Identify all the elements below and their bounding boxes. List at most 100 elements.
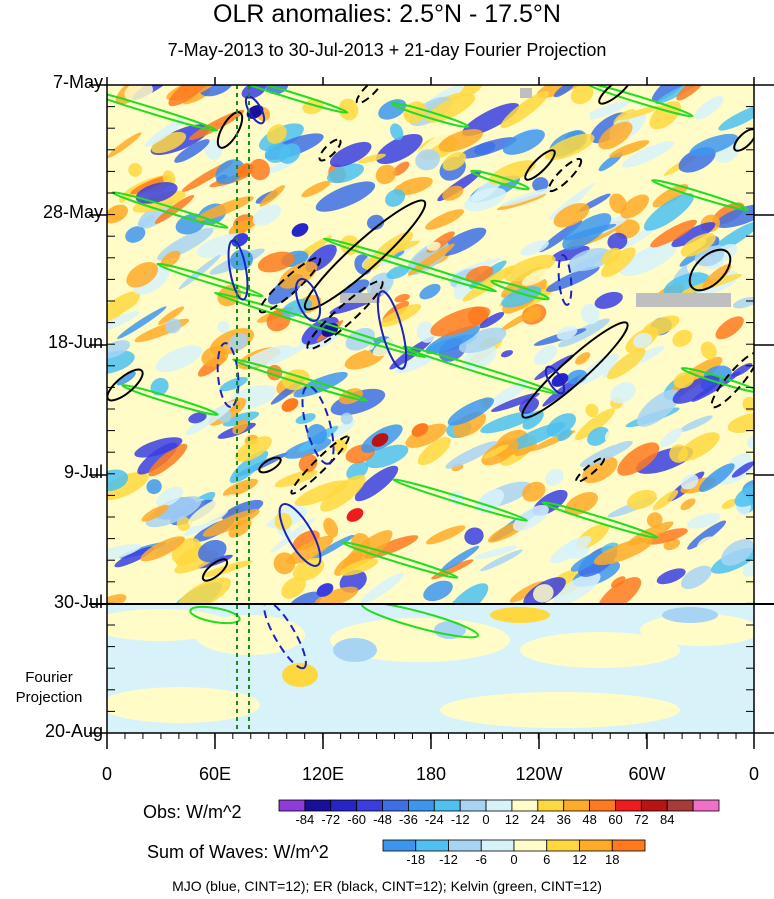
anomaly-cell: [128, 162, 143, 177]
anomaly-cell: [188, 494, 238, 527]
anomaly-cell: [731, 461, 754, 478]
obs-colorbar-tick-label: -36: [399, 812, 418, 827]
anomaly-core: [281, 398, 299, 412]
kelvin-contour: [107, 88, 218, 132]
y-tick-label: 30-Jul: [53, 592, 103, 612]
er-contour: [318, 138, 342, 162]
anomaly-cell: [417, 437, 451, 466]
anomaly-cell: [107, 132, 142, 158]
anomaly-cell: [375, 164, 397, 185]
anomaly-cell: [160, 250, 181, 268]
anomaly-cell: [177, 577, 231, 604]
anomaly-cell: [323, 517, 339, 538]
projection-cell: [490, 607, 550, 623]
anomaly-cell: [580, 440, 633, 467]
anomaly-cell: [715, 204, 754, 228]
er-contour: [524, 149, 556, 181]
waves-colorbar-tick-label: 6: [543, 852, 551, 867]
anomaly-cell: [490, 380, 529, 407]
obs-colorbar-tick-label: -72: [321, 812, 341, 827]
obs-colorbar-swatch: [278, 799, 306, 812]
mjo-contour: [376, 290, 408, 370]
plot-frame: [89, 77, 774, 749]
y-tick-label: 7-May: [52, 72, 103, 92]
anomaly-cell: [677, 432, 720, 462]
anomaly-cell: [394, 355, 434, 374]
anomaly-cell: [219, 376, 248, 392]
anomaly-cell: [480, 411, 535, 434]
anomaly-cell: [558, 318, 610, 348]
y-tick-label: 20-Aug: [44, 721, 103, 741]
obs-colorbar-tick-label: -60: [347, 812, 367, 827]
kelvin-contour: [392, 478, 528, 522]
anomaly-cell: [533, 345, 558, 365]
anomaly-cell: [274, 512, 292, 531]
anomaly-cell: [134, 437, 183, 458]
anomaly-cell: [257, 251, 295, 273]
anomaly-cell: [367, 214, 385, 231]
er-contour: [574, 457, 606, 483]
anomaly-cell: [574, 408, 615, 441]
x-tick-label: 120W: [515, 764, 563, 784]
obs-colorbar-swatch: [537, 799, 565, 812]
projection-cell: [333, 638, 377, 662]
anomaly-cell: [419, 283, 441, 300]
er-contour: [303, 199, 427, 311]
wave-contours: [107, 85, 754, 733]
kelvin-contour: [490, 279, 550, 301]
anomaly-cell: [270, 517, 316, 554]
er-contour: [290, 435, 350, 495]
anomaly-cell: [114, 546, 155, 568]
missing-data-bar: [636, 293, 731, 307]
anomaly-cell: [593, 538, 653, 566]
colorbars: [278, 799, 720, 852]
anomaly-cell: [217, 320, 230, 334]
anomaly-cell: [107, 543, 142, 564]
anomaly-cell: [539, 220, 583, 253]
anomaly-cell: [646, 528, 688, 545]
anomaly-cell: [261, 160, 295, 175]
anomaly-cell: [582, 456, 618, 484]
projection-cell: [107, 687, 260, 723]
anomaly-cell: [643, 193, 694, 231]
anomaly-cell: [222, 411, 260, 427]
anomaly-cell: [652, 184, 689, 208]
anomaly-cell: [242, 505, 281, 535]
anomaly-cell: [442, 152, 467, 171]
anomaly-cell: [620, 194, 649, 219]
anomaly-cell: [107, 291, 141, 327]
obs-colorbar-tick-label: 12: [504, 812, 520, 827]
chart-title: OLR anomalies: 2.5°N - 17.5°N: [213, 0, 561, 28]
anomaly-cell: [721, 539, 754, 566]
anomaly-cell: [407, 243, 455, 276]
waves-colorbar-swatch: [382, 839, 417, 852]
anomaly-cell: [721, 498, 738, 510]
anomaly-cell: [230, 249, 253, 271]
anomaly-cell: [281, 576, 306, 599]
anomaly-cell: [523, 306, 542, 323]
anomaly-cell: [514, 442, 538, 457]
anomaly-core: [551, 373, 569, 387]
anomaly-cell: [551, 245, 590, 262]
anomaly-cell: [385, 189, 406, 207]
anomaly-cell: [601, 247, 636, 278]
anomaly-cell: [366, 272, 394, 297]
er-contour: [355, 85, 385, 105]
anomaly-cell: [292, 557, 325, 582]
obs-colorbar-swatch: [563, 799, 590, 812]
kelvin-contour: [341, 541, 459, 579]
anomaly-cell: [652, 490, 679, 511]
anomaly-cell: [617, 442, 660, 476]
anomaly-cell: [462, 102, 520, 137]
anomaly-cell: [546, 413, 577, 437]
anomaly-cell: [144, 117, 186, 148]
anomaly-cell: [633, 332, 652, 349]
anomaly-cell: [249, 158, 270, 181]
anomaly-cell: [500, 350, 514, 358]
anomaly-core: [411, 423, 429, 437]
anomaly-cell: [479, 311, 505, 329]
anomaly-cell: [330, 388, 386, 416]
anomaly-cell: [425, 209, 465, 230]
anomaly-cell: [587, 426, 610, 446]
anomaly-cell: [480, 549, 523, 572]
